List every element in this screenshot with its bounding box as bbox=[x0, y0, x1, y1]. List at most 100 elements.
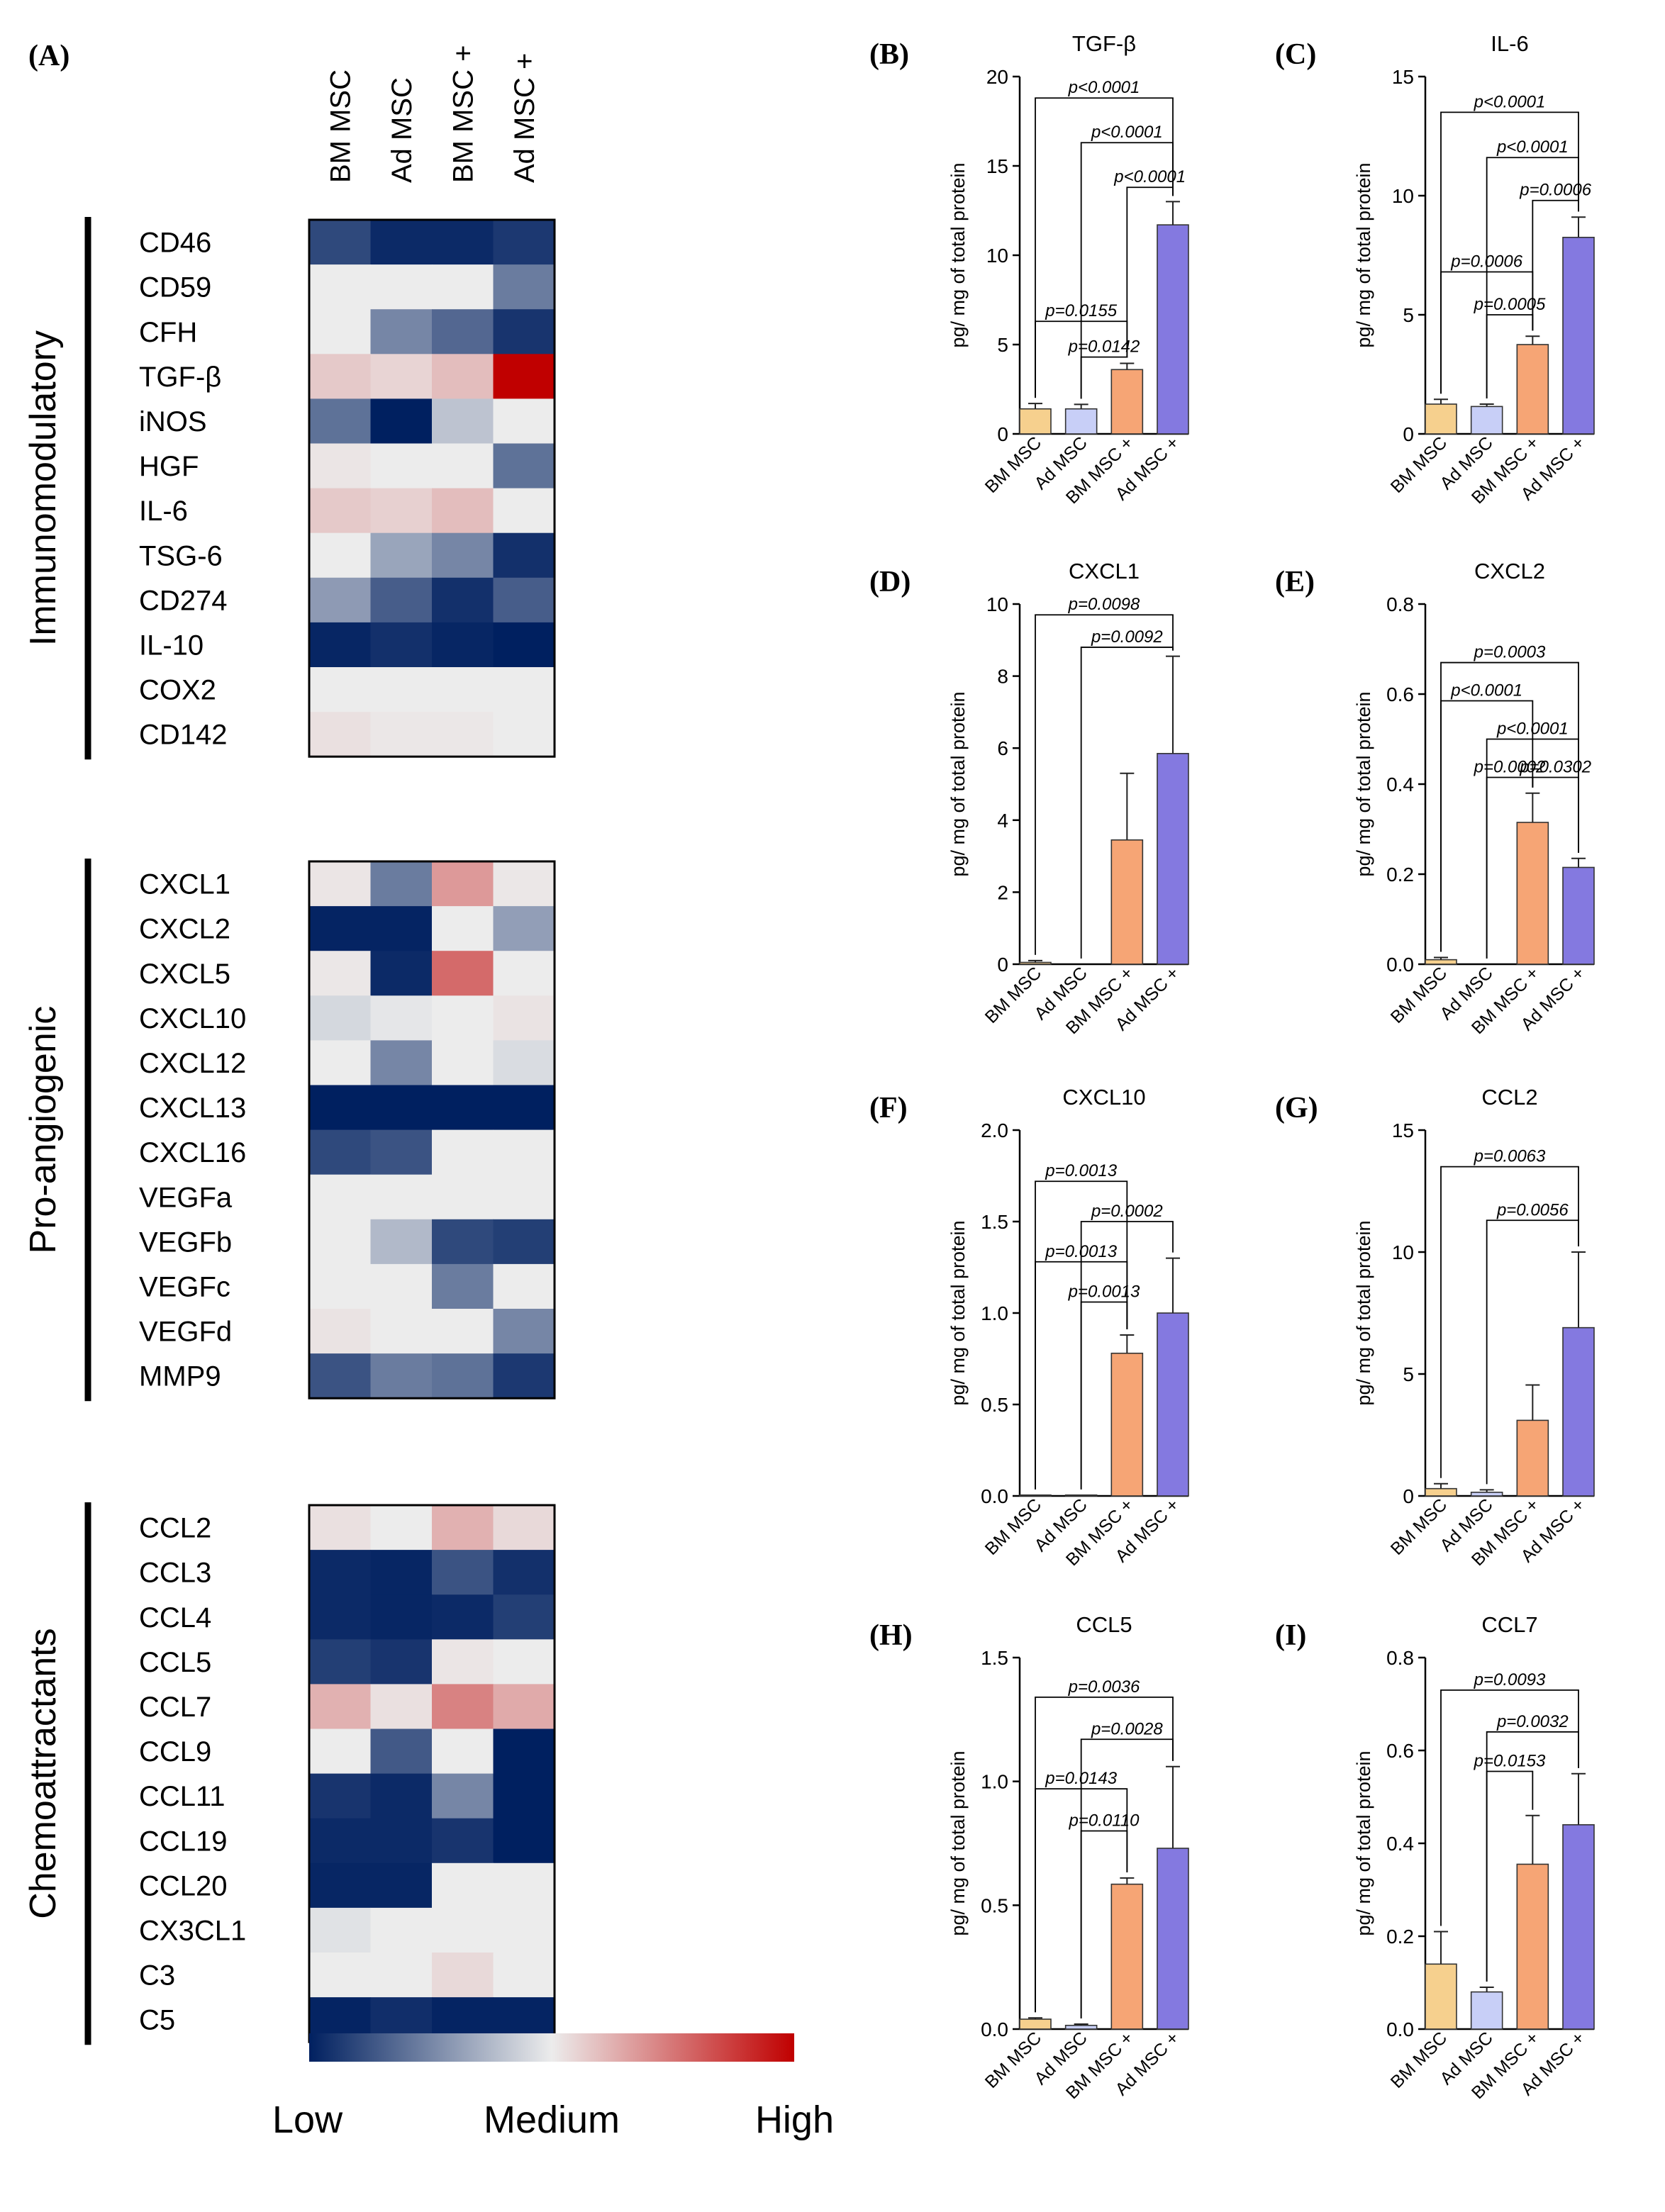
heatmap-cell bbox=[370, 622, 433, 668]
heatmap-row-label: C3 bbox=[139, 1960, 175, 1992]
heatmap-cell bbox=[370, 398, 433, 445]
bar bbox=[1470, 1991, 1503, 2030]
heatmap-row-label: CD142 bbox=[139, 720, 228, 751]
heatmap-row-label: CXCL1 bbox=[139, 869, 230, 900]
heatmap-cell bbox=[432, 1773, 494, 1819]
heatmap-cell bbox=[432, 1639, 494, 1685]
chart-title: CXCL10 bbox=[1062, 1085, 1145, 1110]
y-tick-label: 15 bbox=[1392, 1119, 1414, 1141]
heatmap-cell bbox=[493, 1907, 555, 1953]
heatmap-cell bbox=[493, 667, 555, 713]
heatmap-row-label: CXCL5 bbox=[139, 959, 230, 990]
heatmap-row-label: CCL3 bbox=[139, 1558, 211, 1589]
heatmap-cell bbox=[309, 1174, 372, 1220]
heatmap-row-label: CCL19 bbox=[139, 1826, 228, 1857]
p-value-label: p=0.0013 bbox=[1045, 1242, 1117, 1261]
chart-title: CCL2 bbox=[1481, 1085, 1537, 1110]
heatmap-cell bbox=[370, 906, 433, 951]
p-value-label: p<0.0001 bbox=[1068, 78, 1140, 97]
heatmap-row-label: MMP9 bbox=[139, 1361, 221, 1392]
panel-label: (C) bbox=[1275, 38, 1316, 71]
significance-bracket bbox=[1440, 271, 1534, 394]
panel-label: (H) bbox=[869, 1619, 913, 1652]
heatmap-cell bbox=[309, 1594, 372, 1640]
y-tick-label: 0.0 bbox=[1386, 2018, 1414, 2040]
bar bbox=[1110, 369, 1144, 435]
y-tick-label: 0.6 bbox=[1386, 683, 1414, 705]
heatmap-cell bbox=[309, 1505, 372, 1551]
heatmap-cell bbox=[432, 1353, 494, 1399]
y-tick-label: 10 bbox=[986, 593, 1008, 615]
p-value-label: p<0.0001 bbox=[1450, 681, 1522, 700]
p-value-label: p=0.0093 bbox=[1474, 1670, 1546, 1689]
heatmap-cell bbox=[493, 995, 555, 1041]
x-tick-label: BM MSC bbox=[981, 963, 1046, 1027]
heatmap-cell bbox=[432, 1174, 494, 1220]
heatmap-cell bbox=[493, 1085, 555, 1131]
y-tick-label: 0.2 bbox=[1386, 864, 1414, 886]
heatmap-cell bbox=[432, 354, 494, 399]
heatmap-cell bbox=[432, 309, 494, 354]
significance-bracket bbox=[1486, 314, 1534, 398]
panel-label: (B) bbox=[869, 38, 909, 71]
heatmap-cell bbox=[493, 951, 555, 996]
y-tick-label: 0.6 bbox=[1386, 1740, 1414, 1762]
heatmap-cell bbox=[309, 1085, 372, 1131]
heatmap-row-label: CXCL2 bbox=[139, 914, 230, 945]
significance-bracket bbox=[1126, 186, 1174, 358]
y-axis-label: pg/ mg of total protein bbox=[1353, 162, 1374, 347]
p-value-label: p=0.0098 bbox=[1068, 595, 1140, 614]
heatmap-cell bbox=[432, 264, 494, 310]
heatmap-cell bbox=[309, 667, 372, 713]
p-value-label: p<0.0001 bbox=[1113, 167, 1186, 186]
heatmap-cell bbox=[493, 1129, 555, 1175]
heatmap-cell bbox=[370, 1263, 433, 1309]
bar bbox=[1516, 344, 1549, 435]
bar bbox=[1425, 959, 1457, 965]
heatmap-row-label: iNOS bbox=[139, 406, 207, 437]
heatmap-cell bbox=[370, 1728, 433, 1775]
x-tick-label: BM MSC bbox=[1387, 432, 1452, 497]
heatmap-cell bbox=[309, 1353, 372, 1399]
significance-bracket bbox=[1440, 1166, 1579, 1478]
heatmap-cell bbox=[432, 1129, 494, 1175]
bar bbox=[1019, 408, 1052, 435]
heatmap-cell bbox=[370, 1907, 433, 1953]
y-tick-label: 0.5 bbox=[981, 1894, 1008, 1916]
y-tick-label: 5 bbox=[997, 334, 1008, 356]
chart-title: CXCL2 bbox=[1474, 559, 1545, 583]
bar bbox=[1157, 1848, 1189, 2030]
bar bbox=[1562, 236, 1595, 435]
bar bbox=[1425, 1487, 1457, 1497]
bar-chart-cxcl10: (F) CXCL10 0.0 0.5 1.0 1.5 2.0 pg/ mg of total … bbox=[869, 1085, 1189, 1570]
p-value-label: p=0.0002 bbox=[1474, 757, 1546, 776]
p-value-label: p=0.0032 bbox=[1496, 1712, 1569, 1731]
heatmap-cell bbox=[370, 309, 433, 354]
significance-bracket bbox=[1035, 1261, 1128, 1490]
significance-bracket bbox=[1532, 199, 1579, 331]
heatmap-row-label: CXCL13 bbox=[139, 1093, 246, 1124]
y-tick-label: 1.0 bbox=[981, 1771, 1008, 1793]
heatmap-cell bbox=[493, 577, 555, 623]
heatmap-cell bbox=[493, 532, 555, 579]
heatmap-row-label: CXCL16 bbox=[139, 1137, 246, 1168]
y-tick-label: 15 bbox=[986, 155, 1008, 177]
y-tick-label: 0 bbox=[997, 954, 1008, 976]
heatmap-cell bbox=[370, 951, 433, 996]
color-scale-bar bbox=[309, 2033, 794, 2062]
heatmap-cell bbox=[493, 861, 555, 907]
heatmap-cell bbox=[370, 1550, 433, 1595]
y-tick-label: 2 bbox=[997, 881, 1008, 903]
heatmap-cell bbox=[309, 220, 372, 265]
heatmap-cell bbox=[370, 488, 433, 534]
heatmap-column-label: BM MSC + bbox=[447, 45, 479, 183]
heatmap-column-label: BM MSC bbox=[325, 69, 356, 183]
heatmap-row-label: VEGFd bbox=[139, 1317, 232, 1348]
bar bbox=[1019, 1494, 1052, 1497]
heatmap-cell bbox=[309, 1773, 372, 1819]
heatmap-cell bbox=[493, 1639, 555, 1685]
heatmap-cell bbox=[493, 488, 555, 534]
y-tick-label: 8 bbox=[997, 666, 1008, 688]
y-tick-label: 6 bbox=[997, 737, 1008, 759]
heatmap-cell bbox=[309, 1219, 372, 1265]
